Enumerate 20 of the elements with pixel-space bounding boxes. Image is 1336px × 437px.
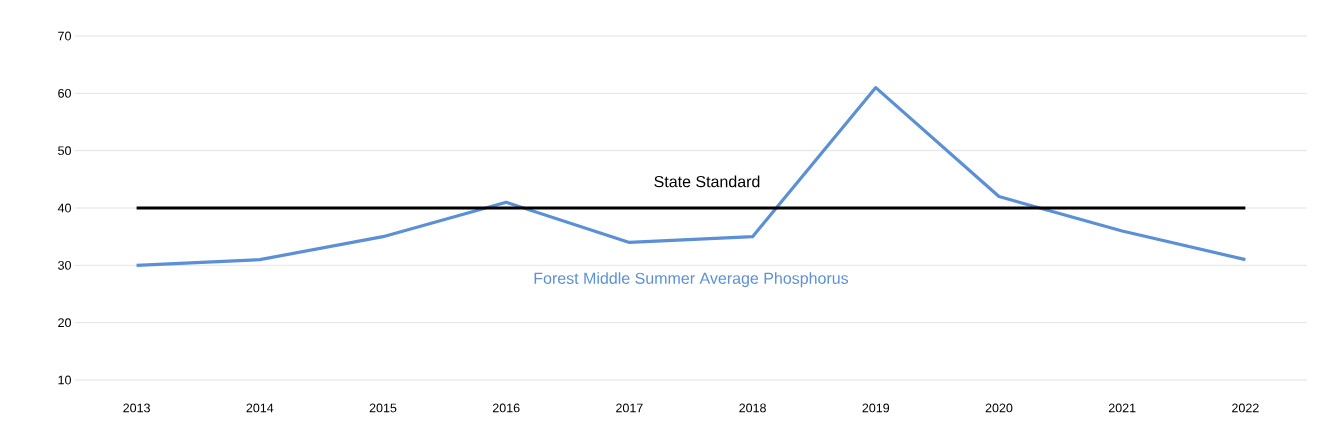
y-tick-label: 50: [58, 146, 71, 156]
y-tick-label: 20: [58, 318, 71, 328]
x-tick-label: 2021: [1108, 403, 1136, 413]
x-tick-label: 2020: [985, 403, 1013, 413]
text: Forest Middle Summer Average Phosphorus: [534, 272, 849, 288]
y-tick-label: 70: [58, 31, 71, 41]
x-tick-label: 2022: [1232, 403, 1259, 413]
x-tick-label: 2017: [616, 403, 643, 413]
x-tick-label: 2019: [862, 403, 890, 413]
x-tick-label: 2018: [739, 403, 766, 413]
y-tick-label: 10: [58, 375, 71, 385]
x-tick-label: 2016: [492, 403, 520, 413]
x-tick-label: 2015: [369, 403, 397, 413]
x-tick-label: 2014: [246, 403, 274, 413]
y-tick-label: 40: [57, 203, 71, 213]
y-tick-label: 30: [58, 260, 71, 270]
ref-line-label: State Standard: [654, 175, 760, 188]
x-tick-label: 2013: [123, 403, 150, 413]
y-tick-label: 60: [58, 88, 71, 98]
line-series: [135, 86, 1247, 267]
